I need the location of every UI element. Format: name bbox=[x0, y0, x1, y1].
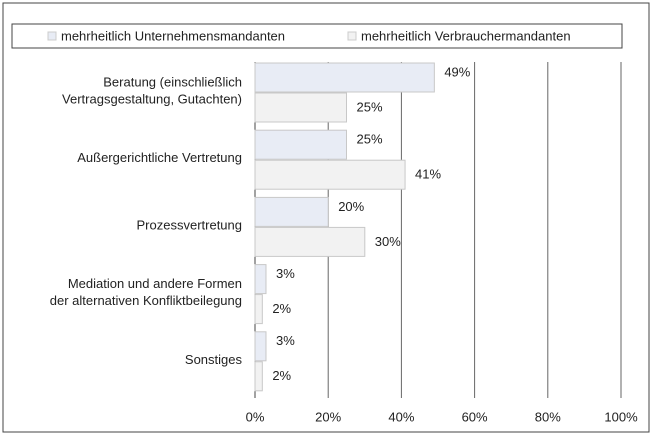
category-line: Beratung (einschließlich bbox=[103, 75, 242, 90]
bar bbox=[254, 264, 267, 295]
bar bbox=[254, 196, 329, 227]
x-tick-label: 40% bbox=[388, 409, 414, 424]
bar bbox=[254, 62, 435, 93]
category-label: Mediation und andere Formen der alternati… bbox=[50, 277, 242, 309]
x-tick-label: 100% bbox=[604, 409, 638, 424]
category-label: Außergerichtliche Vertretung bbox=[77, 151, 242, 166]
legend-label: mehrheitlich Verbrauchermandanten bbox=[361, 28, 571, 43]
value-label: 2% bbox=[272, 368, 291, 383]
category-label: Prozessvertretung bbox=[137, 218, 243, 233]
category-line: Prozessvertretung bbox=[137, 218, 243, 233]
bar bbox=[254, 294, 263, 325]
category-label: Sonstiges bbox=[185, 352, 243, 367]
value-label: 49% bbox=[444, 64, 470, 79]
category-line: Außergerichtliche Vertretung bbox=[77, 151, 242, 166]
x-tick-label: 80% bbox=[535, 409, 561, 424]
value-label: 25% bbox=[357, 132, 383, 147]
value-label: 25% bbox=[357, 99, 383, 114]
bar bbox=[254, 129, 347, 160]
value-label: 3% bbox=[276, 333, 295, 348]
x-tick-label: 60% bbox=[462, 409, 488, 424]
x-tick-label: 0% bbox=[246, 409, 265, 424]
value-label: 41% bbox=[415, 167, 441, 182]
legend-label: mehrheitlich Unternehmensmandanten bbox=[61, 28, 285, 43]
legend-swatch bbox=[347, 31, 357, 41]
bar bbox=[254, 92, 347, 123]
bar bbox=[254, 331, 267, 362]
bar bbox=[254, 361, 263, 392]
category-line: Sonstiges bbox=[185, 352, 243, 367]
legend-box bbox=[11, 23, 623, 49]
category-label: Beratung (einschließlich Vertragsgestaltu… bbox=[62, 75, 242, 107]
x-tick-label: 20% bbox=[315, 409, 341, 424]
legend-swatch bbox=[47, 31, 57, 41]
category-line: Vertragsgestaltung, Gutachten) bbox=[62, 92, 242, 107]
value-label: 20% bbox=[338, 199, 364, 214]
value-label: 30% bbox=[375, 234, 401, 249]
category-line: der alternativen Konfliktbeilegung bbox=[50, 294, 242, 309]
value-label: 3% bbox=[276, 266, 295, 281]
bar bbox=[254, 226, 366, 257]
value-label: 2% bbox=[272, 301, 291, 316]
bar bbox=[254, 159, 406, 190]
category-line: Mediation und andere Formen bbox=[68, 277, 242, 292]
